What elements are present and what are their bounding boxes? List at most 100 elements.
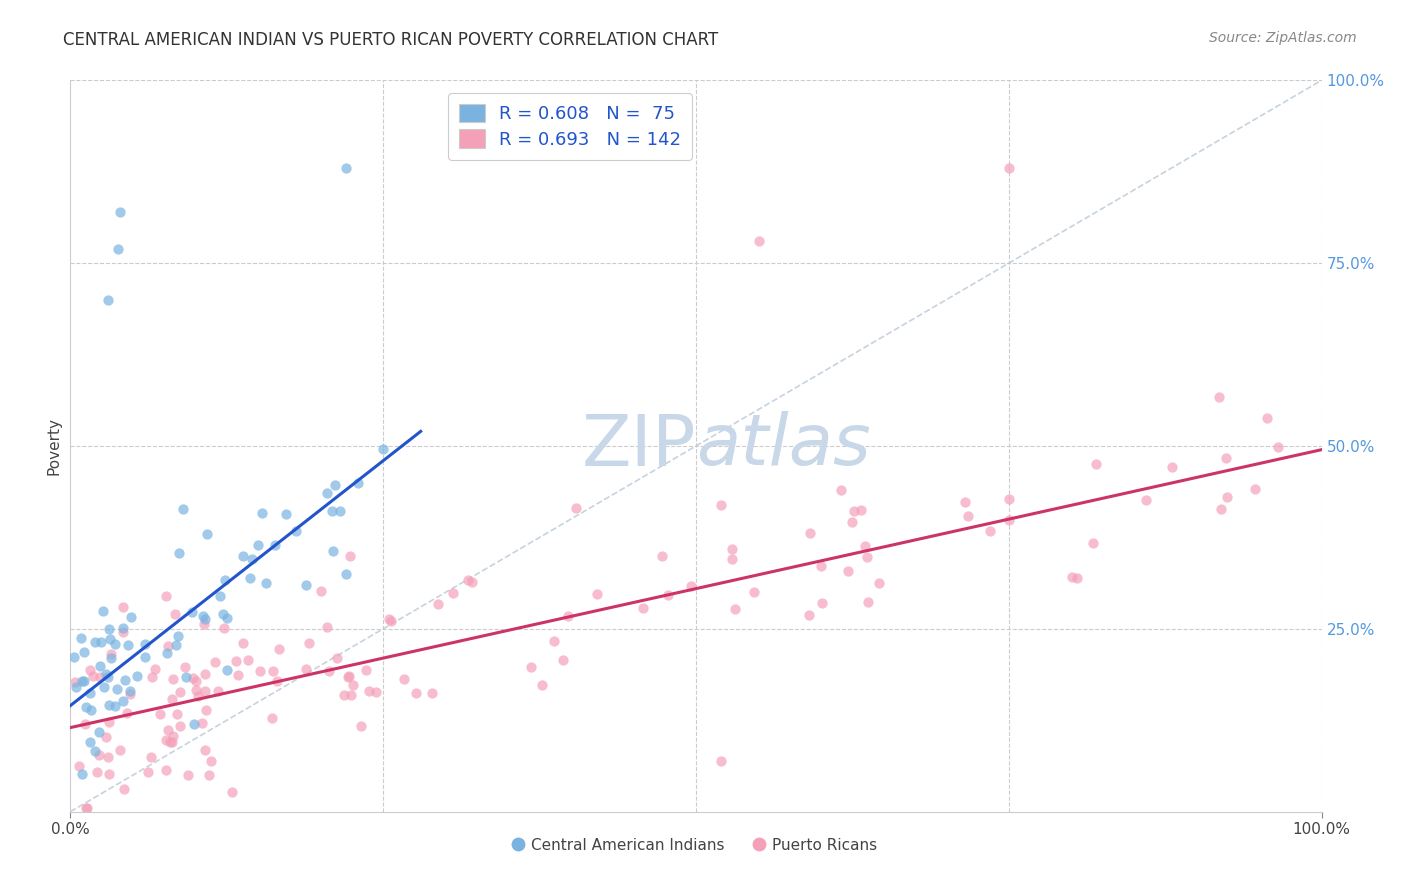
Point: [1256, 411, 1278, 425]
Point: [868, 575, 890, 590]
Point: [378, 611, 401, 625]
Point: [1085, 458, 1108, 472]
Point: [79, 664, 101, 678]
Point: [191, 716, 214, 731]
Point: [1215, 490, 1237, 504]
Point: [810, 559, 832, 574]
Y-axis label: Poverty: Poverty: [46, 417, 62, 475]
Point: [1066, 571, 1088, 585]
Point: [112, 781, 135, 796]
Text: Source: ZipAtlas.com: Source: ZipAtlas.com: [1209, 31, 1357, 45]
Point: [316, 486, 339, 500]
Point: [97, 622, 120, 636]
Point: [82, 668, 104, 682]
Point: [266, 674, 288, 689]
Point: [75, 801, 97, 815]
Point: [107, 242, 129, 256]
Point: [260, 711, 283, 725]
Point: [651, 549, 673, 563]
Point: [195, 527, 218, 541]
Point: [139, 750, 162, 764]
Point: [155, 590, 177, 604]
Point: [104, 698, 127, 713]
Point: [276, 507, 298, 521]
Point: [112, 600, 135, 615]
Point: [177, 768, 200, 782]
Point: [856, 595, 879, 609]
Point: [392, 672, 415, 686]
Point: [247, 538, 270, 552]
Point: [118, 683, 141, 698]
Point: [441, 585, 464, 599]
Point: [183, 716, 205, 731]
Point: [337, 669, 360, 683]
Point: [79, 686, 101, 700]
Point: [134, 637, 156, 651]
Point: [1267, 441, 1289, 455]
Point: [267, 642, 290, 657]
Point: [339, 549, 361, 564]
Point: [212, 621, 235, 635]
Point: [134, 649, 156, 664]
Point: [200, 754, 222, 768]
Point: [165, 638, 187, 652]
Point: [111, 694, 134, 708]
Point: [350, 719, 373, 733]
Point: [799, 607, 821, 622]
Point: [347, 476, 370, 491]
Point: [117, 638, 139, 652]
Point: [97, 698, 120, 713]
Point: [427, 597, 450, 611]
Point: [998, 513, 1021, 527]
Point: [236, 653, 259, 667]
Point: [87, 747, 110, 762]
Point: [242, 552, 264, 566]
Point: [329, 504, 352, 518]
Point: [76, 801, 98, 815]
Point: [191, 609, 214, 624]
Point: [174, 670, 197, 684]
Point: [169, 719, 191, 733]
Legend: Central American Indians, Puerto Ricans: Central American Indians, Puerto Ricans: [509, 831, 883, 859]
Point: [204, 655, 226, 669]
Point: [322, 544, 344, 558]
Point: [65, 675, 87, 690]
Point: [207, 684, 229, 698]
Point: [187, 689, 209, 703]
Point: [90, 634, 112, 648]
Point: [120, 610, 142, 624]
Point: [335, 567, 357, 582]
Point: [194, 743, 217, 757]
Point: [631, 601, 654, 615]
Point: [212, 607, 235, 622]
Text: ZIP: ZIP: [582, 411, 696, 481]
Point: [1215, 451, 1237, 466]
Point: [138, 764, 160, 779]
Point: [1208, 390, 1230, 404]
Point: [232, 636, 254, 650]
Point: [957, 508, 980, 523]
Point: [295, 662, 318, 676]
Point: [174, 660, 197, 674]
Point: [70, 766, 93, 780]
Point: [254, 576, 277, 591]
Point: [679, 579, 702, 593]
Point: [249, 664, 271, 678]
Point: [323, 478, 346, 492]
Point: [371, 442, 394, 457]
Point: [232, 549, 254, 563]
Point: [180, 605, 202, 619]
Point: [97, 749, 120, 764]
Point: [457, 573, 479, 587]
Point: [112, 621, 135, 635]
Point: [97, 715, 120, 730]
Point: [141, 670, 163, 684]
Text: atlas: atlas: [696, 411, 870, 481]
Point: [75, 716, 97, 731]
Point: [83, 635, 105, 649]
Point: [855, 539, 877, 553]
Point: [115, 706, 138, 720]
Point: [830, 483, 852, 497]
Point: [87, 725, 110, 739]
Point: [70, 674, 93, 689]
